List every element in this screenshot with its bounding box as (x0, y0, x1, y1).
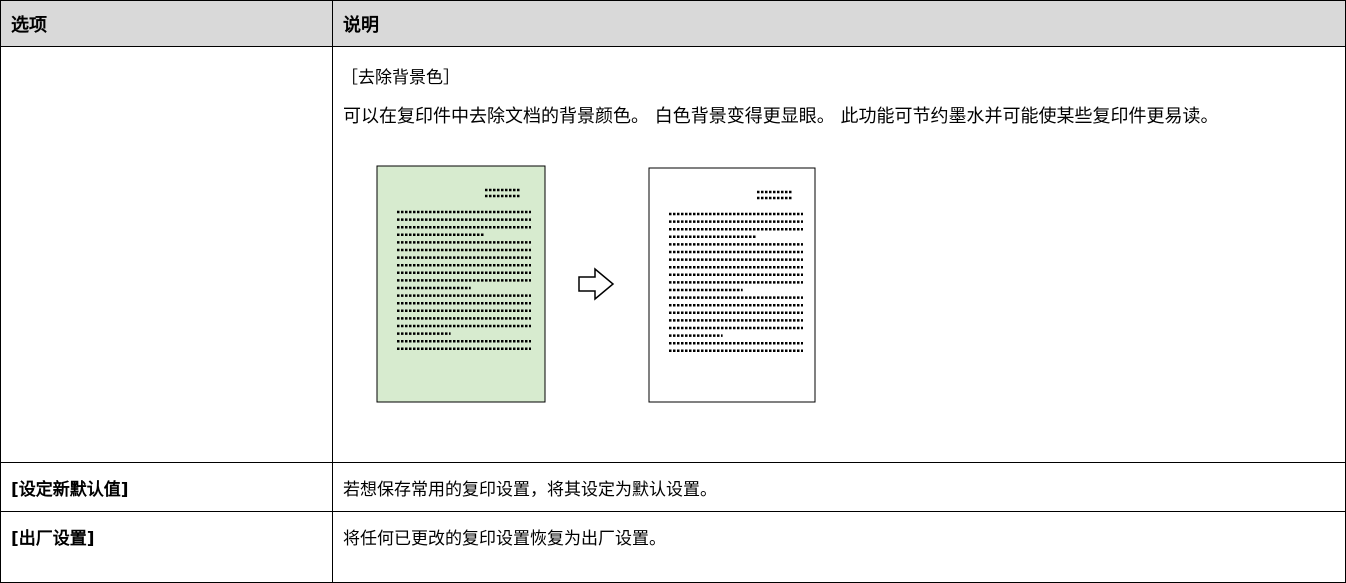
description-cell: ［去除背景色］ 可以在复印件中去除文档的背景颜色。 白色背景变得更显眼。 此功能… (332, 46, 1346, 463)
page-after (648, 167, 816, 403)
header-row: 选项 说明 (0, 0, 1346, 47)
arrow (578, 267, 615, 301)
table-row: [设定新默认值] 若想保存常用的复印设置，将其设定为默认设置。 (0, 462, 1346, 512)
page-before (376, 165, 546, 403)
illustration (376, 165, 816, 403)
header-cell: 说明 (332, 0, 1346, 47)
description-cell: 将任何已更改的复印设置恢复为出厂设置。 (332, 511, 1346, 583)
description-cell: 若想保存常用的复印设置，将其设定为默认设置。 (332, 462, 1346, 512)
description-heading: ［去除背景色］ (341, 68, 460, 88)
header-cell: 选项 (0, 0, 333, 47)
table-row: ［去除背景色］ 可以在复印件中去除文档的背景颜色。 白色背景变得更显眼。 此功能… (0, 46, 1346, 463)
description-text: 可以在复印件中去除文档的背景颜色。 白色背景变得更显眼。 此功能可节约墨水并可能… (343, 106, 1219, 127)
option-cell (0, 46, 333, 463)
option-cell: [设定新默认值] (0, 462, 333, 512)
table-row: [出厂设置] 将任何已更改的复印设置恢复为出厂设置。 (0, 511, 1346, 583)
option-cell: [出厂设置] (0, 511, 333, 583)
